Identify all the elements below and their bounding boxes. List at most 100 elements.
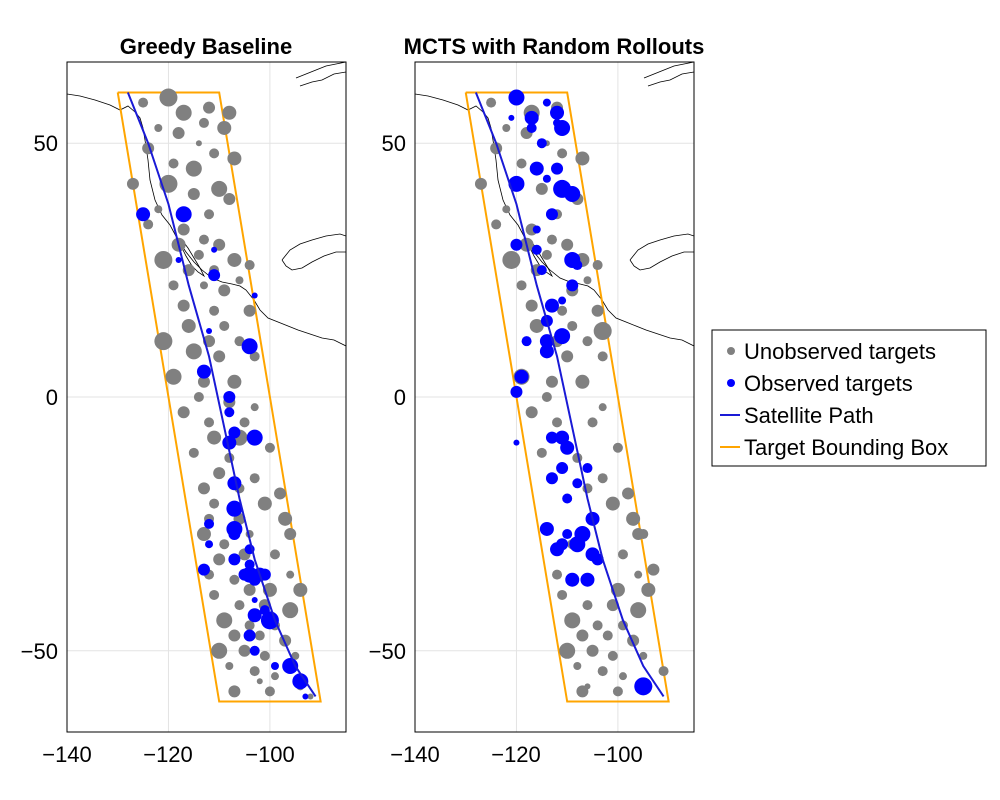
unobserved-target-point xyxy=(552,417,563,428)
unobserved-target-point xyxy=(630,602,647,619)
unobserved-target-point xyxy=(209,305,220,316)
unobserved-target-point xyxy=(227,252,242,267)
unobserved-target-point xyxy=(592,260,603,271)
observed-target-point xyxy=(226,500,243,517)
observed-target-point xyxy=(196,364,211,379)
observed-target-point xyxy=(524,110,539,125)
unobserved-target-point xyxy=(605,496,620,511)
unobserved-target-point xyxy=(541,249,552,260)
unobserved-target-point xyxy=(203,101,216,114)
unobserved-target-point xyxy=(126,177,139,190)
unobserved-target-point xyxy=(591,304,604,317)
unobserved-target-point xyxy=(138,97,149,108)
unobserved-target-point xyxy=(177,299,190,312)
observed-target-point xyxy=(556,462,569,475)
unobserved-target-point xyxy=(529,318,544,333)
unobserved-target-point xyxy=(293,582,308,597)
unobserved-target-point xyxy=(658,666,669,677)
unobserved-target-point xyxy=(525,406,538,419)
observed-target-point xyxy=(532,225,541,234)
observed-target-point xyxy=(544,298,559,313)
legend: Unobserved targets Observed targets Sate… xyxy=(711,329,987,467)
unobserved-target-point xyxy=(634,570,643,579)
unobserved-target-point xyxy=(254,630,265,641)
unobserved-target-point xyxy=(626,511,641,526)
y-tick-label: −50 xyxy=(21,639,58,664)
unobserved-target-point xyxy=(209,148,220,159)
observed-targets xyxy=(136,206,309,700)
x-tick-label: −100 xyxy=(245,742,295,767)
satellite-path xyxy=(126,92,317,698)
observed-target-point xyxy=(572,260,583,271)
observed-target-point xyxy=(243,629,256,642)
unobserved-target-point xyxy=(561,238,574,251)
unobserved-target-point xyxy=(284,528,297,541)
unobserved-targets xyxy=(126,88,314,700)
observed-target-point xyxy=(510,385,523,398)
unobserved-target-point xyxy=(557,148,568,159)
coastline-gulf xyxy=(281,233,346,271)
unobserved-target-point xyxy=(502,205,511,214)
unobserved-target-point xyxy=(557,305,568,316)
observed-target-point xyxy=(513,439,520,446)
unobserved-target-point xyxy=(239,417,250,428)
observed-target-point xyxy=(539,521,554,536)
unobserved-target-point xyxy=(587,417,598,428)
coastline xyxy=(67,62,346,347)
observed-target-point xyxy=(228,553,241,566)
unobserved-target-point xyxy=(196,527,211,542)
unobserved-target-point xyxy=(222,105,237,120)
unobserved-target-point xyxy=(270,672,279,681)
observed-target-point xyxy=(175,206,192,223)
observed-target-point xyxy=(247,608,262,623)
observed-target-point xyxy=(508,89,525,106)
observed-target-point xyxy=(228,426,241,439)
panel-title: MCTS with Random Rollouts xyxy=(404,34,705,59)
unobserved-target-point xyxy=(622,487,635,500)
unobserved-target-point xyxy=(249,473,260,484)
observed-target-point xyxy=(565,572,580,587)
unobserved-target-point xyxy=(502,123,511,132)
coastline-northeast xyxy=(643,62,694,87)
observed-target-point xyxy=(566,279,579,292)
observed-target-point xyxy=(634,677,653,696)
observed-target-point xyxy=(208,269,221,282)
unobserved-target-point xyxy=(143,219,154,230)
observed-target-point xyxy=(569,536,586,553)
observed-target-point xyxy=(551,162,564,175)
unobserved-target-point xyxy=(219,539,230,550)
x-tick-label: −120 xyxy=(491,742,541,767)
observed-target-point xyxy=(508,114,515,121)
unobserved-target-point xyxy=(209,589,220,600)
unobserved-target-point xyxy=(474,177,487,190)
observed-target-point xyxy=(241,338,258,355)
x-tick-label: −140 xyxy=(390,742,440,767)
unobserved-target-point xyxy=(223,193,236,206)
unobserved-target-point xyxy=(583,276,592,285)
y-tick-label: 0 xyxy=(394,385,406,410)
unobserved-target-point xyxy=(243,583,256,596)
unobserved-target-point xyxy=(218,284,231,297)
unobserved-target-point xyxy=(168,158,179,169)
unobserved-target-point xyxy=(243,304,256,317)
unobserved-target-point xyxy=(264,686,275,697)
unobserved-target-point xyxy=(216,612,233,629)
unobserved-target-point xyxy=(211,642,228,659)
unobserved-target-point xyxy=(516,158,527,169)
observed-target-point xyxy=(258,568,271,581)
coastline-baja xyxy=(525,239,554,278)
unobserved-target-point xyxy=(213,553,226,566)
coastline-baja xyxy=(177,239,206,278)
legend-box xyxy=(711,329,987,467)
unobserved-target-point xyxy=(159,88,178,107)
unobserved-target-point xyxy=(592,620,603,631)
coastline-northeast xyxy=(295,62,346,87)
unobserved-target-point xyxy=(282,602,299,619)
gridlines xyxy=(66,62,346,732)
unobserved-target-point xyxy=(647,563,660,576)
unobserved-target-point xyxy=(204,209,215,220)
unobserved-target-point xyxy=(567,320,578,331)
observed-target-point xyxy=(510,238,523,251)
observed-target-point xyxy=(591,553,604,566)
